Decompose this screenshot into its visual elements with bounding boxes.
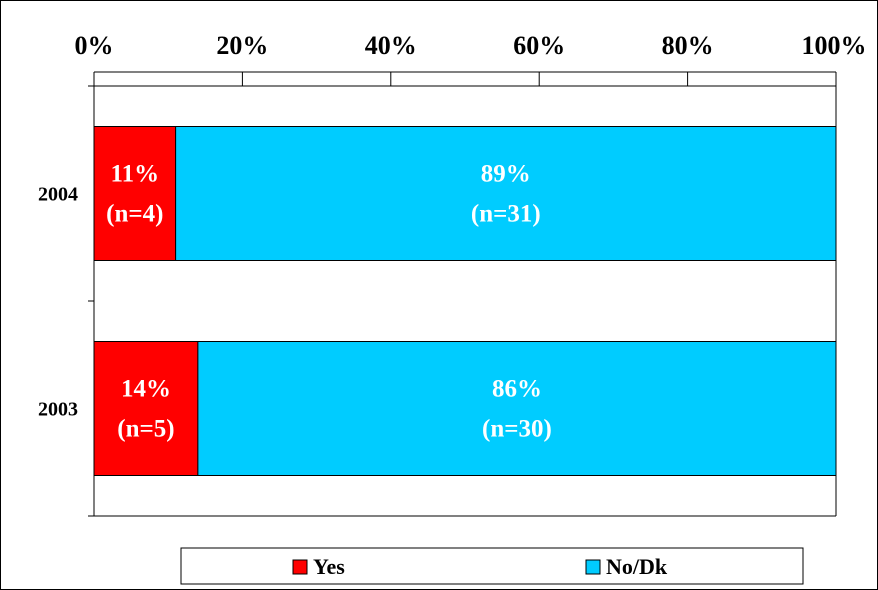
bar-data-label: (n=5) [117, 416, 174, 443]
bar-segment [175, 126, 837, 261]
category-label: 2004 [38, 184, 78, 206]
bar-data-label: (n=30) [482, 416, 552, 443]
value-tick-label: 60% [513, 31, 565, 60]
bar-data-label: (n=31) [471, 201, 541, 228]
value-tick-label: 100% [802, 31, 867, 60]
value-tick-label: 80% [662, 31, 714, 60]
bar-segment [93, 341, 199, 476]
bar-data-label: (n=4) [106, 201, 163, 228]
legend-swatch [585, 559, 601, 575]
bar-data-label: 14% [121, 376, 171, 403]
bar-segment [197, 341, 837, 476]
bar-segment [93, 126, 177, 261]
legend-entry-label: No/Dk [606, 554, 668, 579]
value-tick-label: 0% [75, 31, 114, 60]
bar-data-label: 89% [481, 161, 531, 188]
value-tick-label: 40% [365, 31, 417, 60]
bar-data-label: 86% [492, 376, 542, 403]
bar-data-label: 11% [110, 161, 159, 188]
value-tick-label: 20% [216, 31, 268, 60]
legend-swatch [292, 559, 308, 575]
legend-box [180, 547, 804, 585]
legend-entry-label: Yes [313, 554, 345, 579]
category-label: 2003 [38, 399, 78, 421]
